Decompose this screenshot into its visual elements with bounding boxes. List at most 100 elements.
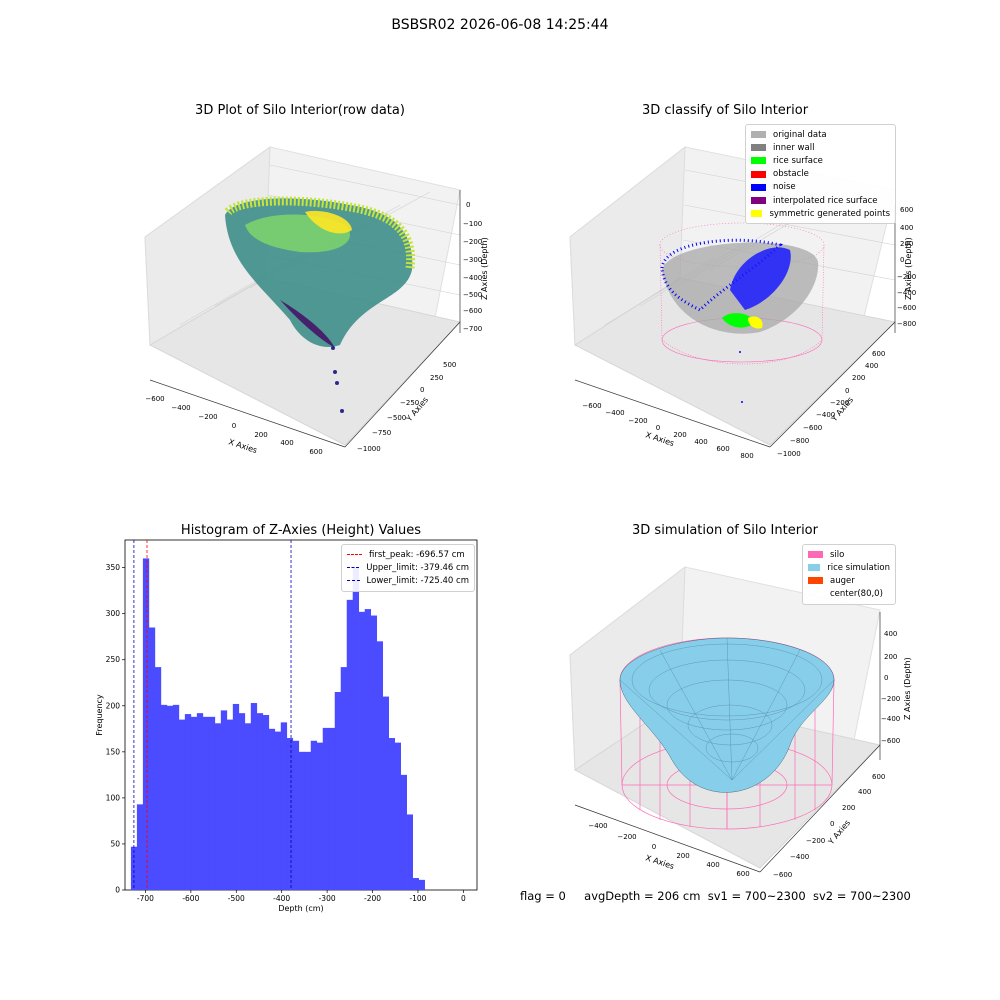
legend-item: original data — [751, 128, 890, 141]
panel4-rice-simulation-surface — [619, 637, 835, 793]
panel2-x-tick: 200 — [673, 431, 686, 439]
panel2-z-label: Z Axies (Depth) — [904, 237, 913, 300]
legend-swatch — [751, 197, 766, 205]
panel1-y-tick: −750 — [372, 429, 391, 437]
panel2-y-tick: −400 — [816, 411, 835, 419]
histogram-x-tick-label: -600 — [182, 894, 199, 903]
histogram-bar — [406, 814, 413, 890]
legend-swatch — [808, 564, 821, 572]
panel2-z-tick: 600 — [900, 206, 913, 214]
panel4-legend: silo rice simulation auger center(80,0) — [802, 544, 896, 605]
histogram-y-tick-label: 300 — [106, 609, 121, 618]
panel4-y-tick: −200 — [806, 837, 825, 845]
panel2-x-ticks: −600 −400 −200 0 200 400 600 800 — [582, 402, 753, 460]
histogram-bar — [364, 609, 372, 890]
panel2-y-tick: −200 — [830, 399, 849, 407]
histogram-bar — [280, 722, 288, 890]
legend-label: interpolated rice surface — [773, 195, 878, 206]
histogram-bar — [292, 740, 300, 890]
panel1-z-tick: 0 — [466, 201, 470, 209]
legend-swatch — [751, 210, 763, 218]
histogram-bar — [376, 641, 384, 890]
histogram-bar — [142, 558, 150, 890]
histogram-bar — [328, 727, 336, 890]
histogram-bar — [136, 804, 144, 890]
legend-item: auger — [808, 574, 890, 587]
status-avg-depth: avgDepth = 206 cm — [584, 889, 701, 903]
histogram-bar — [274, 731, 282, 890]
histogram-y-tick-label: 350 — [106, 563, 121, 572]
panel2-x-tick: 800 — [740, 452, 753, 460]
panel4-x-tick: −400 — [588, 822, 607, 830]
histogram-bar — [154, 667, 162, 890]
legend-item: symmetric generated points — [751, 207, 890, 220]
histogram-bar — [178, 719, 186, 890]
legend-swatch — [808, 577, 823, 585]
histogram-x-tick-label: -300 — [319, 894, 336, 903]
panel2-y-tick: 200 — [852, 374, 865, 382]
panel1-x-tick: 200 — [254, 431, 267, 439]
legend-label: original data — [773, 129, 827, 140]
legend-label: noise — [773, 182, 796, 193]
histogram-bar — [418, 879, 425, 890]
panel4-y-tick: −400 — [790, 853, 809, 861]
panel2-z-tick: −400 — [897, 289, 916, 297]
legend-label: auger — [830, 575, 855, 586]
panel4-z-tick: 200 — [884, 653, 897, 661]
legend-item: obstacle — [751, 168, 890, 181]
legend-swatch — [751, 144, 766, 152]
histogram-bar — [202, 716, 210, 890]
panel1-z-ticks: 0 −100 −200 −300 −400 −500 −600 −700 — [463, 201, 482, 333]
histogram-bar — [244, 723, 252, 890]
panel4-x-ticks: −400 −200 0 200 400 600 — [588, 822, 749, 878]
panel2-title: 3D classify of Silo Interior — [641, 103, 809, 118]
histogram-x-tick-label: -100 — [409, 894, 426, 903]
panel2-x-tick: 600 — [716, 445, 729, 453]
panel1-y-tick: 250 — [430, 374, 443, 382]
panel1-x-ticks: −600 −400 −200 0 200 400 600 — [145, 395, 322, 456]
histogram-bar — [394, 742, 401, 890]
panel1-title: 3D Plot of Silo Interior(row data) — [195, 103, 405, 118]
panel1-y-tick: −500 — [387, 414, 406, 422]
histogram-bar — [184, 714, 192, 890]
histogram-bar — [316, 742, 324, 890]
legend-label: silo — [830, 549, 845, 560]
histogram-bar — [220, 710, 228, 890]
histogram-y-tick-label: 150 — [106, 747, 121, 756]
panel2-3d-plot: −600 −400 −200 0 200 400 600 800 X Axies… — [569, 145, 916, 460]
panel2-z-ticks: 600 400 200 0 −200 −400 −600 −800 — [897, 206, 916, 328]
panel1-x-tick: 400 — [280, 439, 293, 447]
panel2-z-tick: 0 — [900, 256, 904, 264]
histogram-bar — [208, 716, 216, 890]
histogram-x-tick-label: 0 — [461, 894, 466, 903]
panel1-z-tick: −700 — [463, 325, 482, 333]
panel3-title: Histogram of Z-Axies (Height) Values — [180, 523, 422, 538]
legend-line — [347, 554, 362, 556]
panel1-z-tick: −300 — [463, 256, 482, 264]
panel1-3d-plot: −600 −400 −200 0 200 400 600 X Axies −10… — [144, 145, 489, 456]
legend-label: inner wall — [773, 142, 815, 153]
panel1-x-axis-line — [149, 379, 346, 448]
histogram-bar — [130, 846, 138, 890]
histogram-bar — [388, 738, 396, 890]
panel2-x-tick: 0 — [656, 424, 660, 432]
histogram-bar — [238, 713, 246, 890]
histogram-y-label: Frequency — [95, 694, 104, 736]
legend-label: obstacle — [773, 169, 809, 180]
panel2-symmetric-points — [748, 316, 763, 329]
panel4-x-tick: 600 — [736, 870, 749, 878]
histogram-vlines — [133, 540, 292, 890]
panel4-y-tick: −600 — [773, 871, 792, 879]
histogram-bar — [250, 703, 258, 890]
panel2-z-tick: 400 — [900, 224, 913, 232]
legend-item: silo — [808, 548, 890, 561]
histogram-bar — [382, 696, 390, 890]
legend-label: center(80,0) — [830, 589, 883, 600]
panel2-x-tick: −200 — [628, 417, 647, 425]
histogram-x-label: Depth (cm) — [278, 904, 323, 913]
panel1-x-tick: −600 — [145, 395, 164, 403]
panel1-outlier-point — [335, 381, 339, 385]
histogram-x-tick-label: -500 — [228, 894, 245, 903]
panel4-x-tick: −200 — [617, 833, 636, 841]
panel2-z-tick: −600 — [897, 304, 916, 312]
